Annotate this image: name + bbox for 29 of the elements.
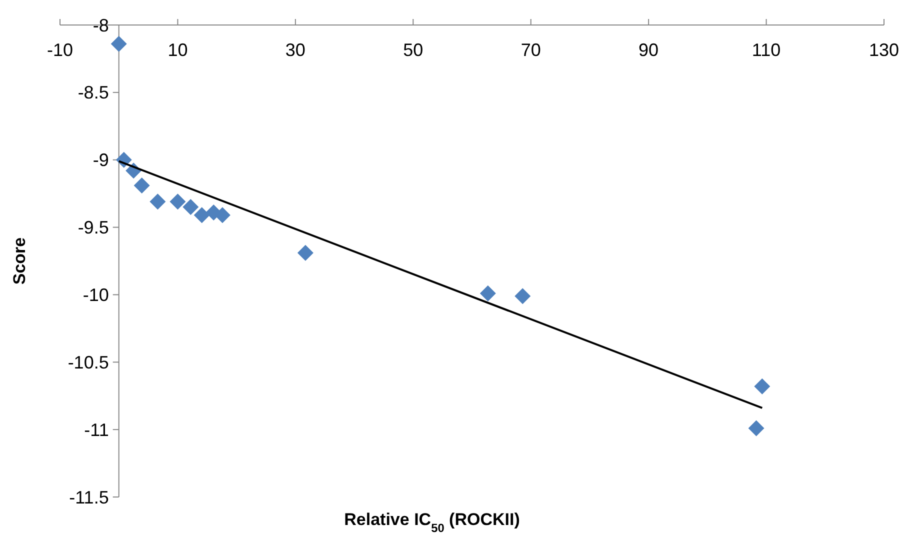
y-tick-label: -11.5 (69, 487, 109, 508)
x-tick-label: 10 (168, 40, 188, 60)
x-tick-label: -10 (46, 40, 74, 60)
x-tick-label: 50 (403, 40, 424, 60)
x-tick-label: 30 (285, 40, 306, 60)
point (754, 378, 770, 394)
point (297, 244, 314, 261)
x-axis-title: Relative IC$_{50}$ (ROCKII) (344, 510, 520, 535)
point (748, 420, 764, 436)
point (182, 199, 199, 216)
y-tick-label: -10 (82, 285, 109, 306)
y-tick-label: -11 (84, 420, 109, 440)
point (480, 285, 496, 302)
x-tick-label: 70 (520, 40, 541, 60)
point (134, 177, 150, 194)
point (194, 207, 210, 224)
y-tick-label: -9 (92, 150, 109, 170)
point (170, 194, 186, 210)
x-tick-label: 90 (638, 40, 659, 60)
y-tick-label: -8.5 (78, 82, 109, 103)
x-tick-label: 130 (868, 40, 900, 60)
point (514, 288, 531, 304)
y-tick-label: -10.5 (68, 352, 109, 372)
y-tick-label: -9.5 (78, 218, 109, 238)
point (150, 194, 166, 210)
y-tick-label: -8 (92, 15, 109, 36)
point (110, 36, 127, 52)
y-axis-title: Score (10, 237, 29, 285)
x-tick-label: 110 (752, 40, 781, 60)
